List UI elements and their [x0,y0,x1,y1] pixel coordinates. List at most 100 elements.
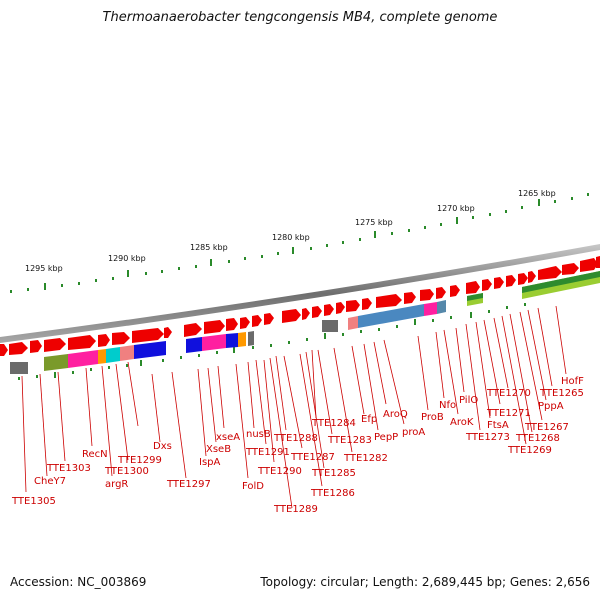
feature-bar [202,334,226,351]
feature-bar [238,332,246,347]
gene-label: RecN [82,449,108,460]
gene-arrow [30,340,42,353]
scale-ticks-lower [18,303,526,380]
accession-text: Accession: NC_003869 [10,575,147,589]
feature-bar [226,333,238,348]
scale-label: 1295 kbp [25,264,63,273]
gene-arrow [336,302,345,314]
gene-label: TTE1265 [539,388,584,399]
scale-label: 1270 kbp [437,204,475,213]
gene-label: TTE1305 [11,496,56,507]
feature-bar [106,347,120,363]
gene-label: TTE1267 [524,422,569,433]
gene-arrow [580,258,598,272]
scale-label: 1285 kbp [190,243,228,252]
genome-backbone [0,244,600,343]
feature-bar [120,345,134,361]
gene-label: TTE1297 [166,479,211,490]
gene-arrow [164,327,172,338]
gene-arrow [264,313,274,325]
gene-arrow [68,335,96,350]
gene-label: TTE1287 [290,452,335,463]
gene-label: TTE1271 [486,408,531,419]
gene-arrow [518,273,528,285]
gene-arrow [44,338,66,352]
feature-bar [522,271,600,293]
gene-arrow [312,306,322,318]
gene-arrow [482,279,492,291]
gene-arrow [404,292,416,304]
feature-bar [348,316,358,330]
gene-label: TTE1289 [273,504,318,515]
gene-arrow [240,317,250,329]
gene-arrow [302,308,310,320]
gene-label: TTE1290 [257,466,302,477]
gene-label: Dxs [153,441,172,452]
gene-arrow [252,315,262,327]
gene-arrow [282,309,301,323]
gene-arrow [562,263,579,275]
gene-arrow [132,328,164,343]
feature-bar [186,337,202,353]
gene-label: TTE1273 [465,432,510,443]
gene-label: xseA [216,432,240,443]
feature-bar [134,341,166,359]
gene-label: AroQ [383,409,408,420]
gene-label: TTE1270 [486,388,531,399]
feature-bar [98,349,106,364]
gene-labels: TTE1305 CheY7 TTE1303 RecN argR TTE1300 … [11,376,584,515]
gene-label: TTE1284 [311,418,356,429]
gene-arrow [494,277,504,289]
gene-arrow [538,266,562,280]
feature-bar [467,293,483,301]
gene-label: FolD [242,481,264,492]
scale-label: 1275 kbp [355,218,393,227]
feature-bar [44,354,68,371]
feature-bar [437,300,446,314]
label-leader-lines [21,305,567,509]
forward-feature-bars [322,271,600,332]
gene-label: TTE1282 [343,453,388,464]
gene-label: TTE1285 [311,468,356,479]
gene-label: TTE1269 [507,445,552,456]
gene-arrow [376,294,402,308]
gene-label: CheY7 [34,476,66,487]
gene-label: XseB [206,444,231,455]
gene-label: HofF [561,376,584,387]
gene-label: PilO [459,395,478,406]
forward-strand-genes [0,256,600,356]
scale-label: 1265 kbp [518,189,556,198]
feature-bar [322,320,338,332]
gene-label: Efp [361,414,377,425]
feature-bar [10,362,28,374]
gene-label: TTE1291 [245,447,290,458]
gene-arrow [596,256,600,268]
gene-label: Nfo [439,400,456,411]
gene-label: PepP [374,432,398,443]
gene-label: TTE1286 [310,488,355,499]
gene-arrow [112,332,130,345]
gene-label: nusB [246,429,271,440]
gene-label: TTE1300 [104,466,149,477]
gene-label: ProB [421,412,444,423]
gene-arrow [204,320,225,334]
gene-arrow [450,285,460,297]
gene-arrow [420,289,434,301]
gene-label: AroK [450,417,474,428]
scale-label: 1280 kbp [272,233,310,242]
gene-arrow [528,271,536,283]
gene-label: TTE1268 [515,433,560,444]
gene-label: proA [402,427,425,438]
gene-label: argR [105,479,128,490]
gene-label: IspA [199,457,221,468]
gene-arrow [184,323,202,337]
feature-bar [424,302,437,316]
gene-arrow [436,287,446,299]
feature-bar [68,350,98,368]
reverse-feature-bars [10,331,254,374]
gene-label: TTE1303 [46,463,91,474]
gene-arrow [98,334,110,347]
gene-arrow [226,318,238,331]
gene-label: TTE1299 [117,455,162,466]
